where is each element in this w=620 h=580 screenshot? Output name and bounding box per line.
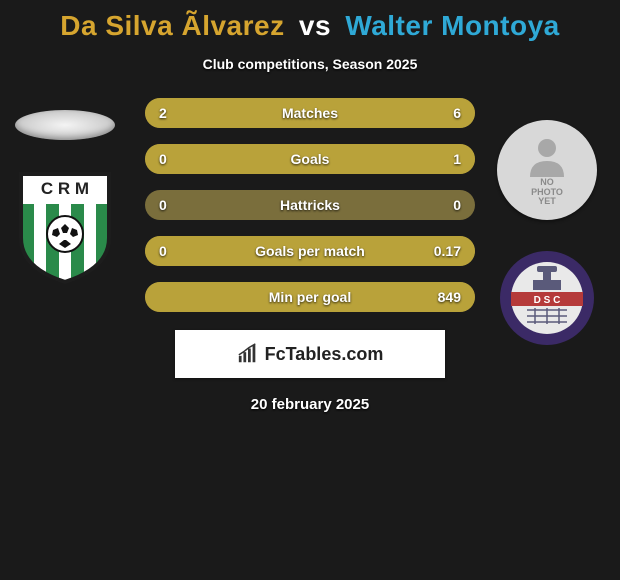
svg-text:C R M: C R M (41, 179, 89, 198)
stat-value-right: 849 (438, 289, 461, 305)
stat-fill-right (228, 98, 476, 128)
stat-value-right: 0 (453, 197, 461, 213)
stat-label: Goals per match (255, 243, 365, 259)
stat-value-right: 0.17 (434, 243, 461, 259)
stat-row: 2 Matches 6 (145, 98, 475, 128)
stat-value-right: 6 (453, 105, 461, 121)
stat-label: Goals (291, 151, 330, 167)
stat-row: 0 Goals per match 0.17 (145, 236, 475, 266)
player2-club-badge: D S C (497, 248, 597, 348)
svg-text:D S C: D S C (534, 295, 561, 306)
branding-text: FcTables.com (265, 344, 384, 365)
subtitle: Club competitions, Season 2025 (0, 56, 620, 72)
stat-label: Min per goal (269, 289, 351, 305)
branding-badge: FcTables.com (175, 330, 445, 378)
player2-avatar-placeholder: NO PHOTO YET (497, 120, 597, 220)
placeholder-l3: YET (531, 197, 563, 206)
stat-value-left: 2 (159, 105, 167, 121)
date-text: 20 february 2025 (0, 396, 620, 413)
comparison-title: Da Silva Ãlvarez vs Walter Montoya (0, 0, 620, 42)
stat-label: Matches (282, 105, 338, 121)
person-icon (524, 133, 570, 179)
player1-name: Da Silva Ãlvarez (60, 10, 284, 41)
stat-value-left: 0 (159, 197, 167, 213)
player1-club-badge: C R M (15, 168, 115, 284)
stat-value-left: 0 (159, 243, 167, 259)
stat-row: Min per goal 849 (145, 282, 475, 312)
stat-row: 0 Goals 1 (145, 144, 475, 174)
stat-value-right: 1 (453, 151, 461, 167)
stat-fill-left (145, 98, 228, 128)
stat-label: Hattricks (280, 197, 340, 213)
barchart-icon (237, 343, 259, 365)
player2-name: Walter Montoya (345, 10, 559, 41)
stat-value-left: 0 (159, 151, 167, 167)
vs-text: vs (299, 10, 331, 41)
player1-avatar (15, 110, 115, 140)
stat-row: 0 Hattricks 0 (145, 190, 475, 220)
